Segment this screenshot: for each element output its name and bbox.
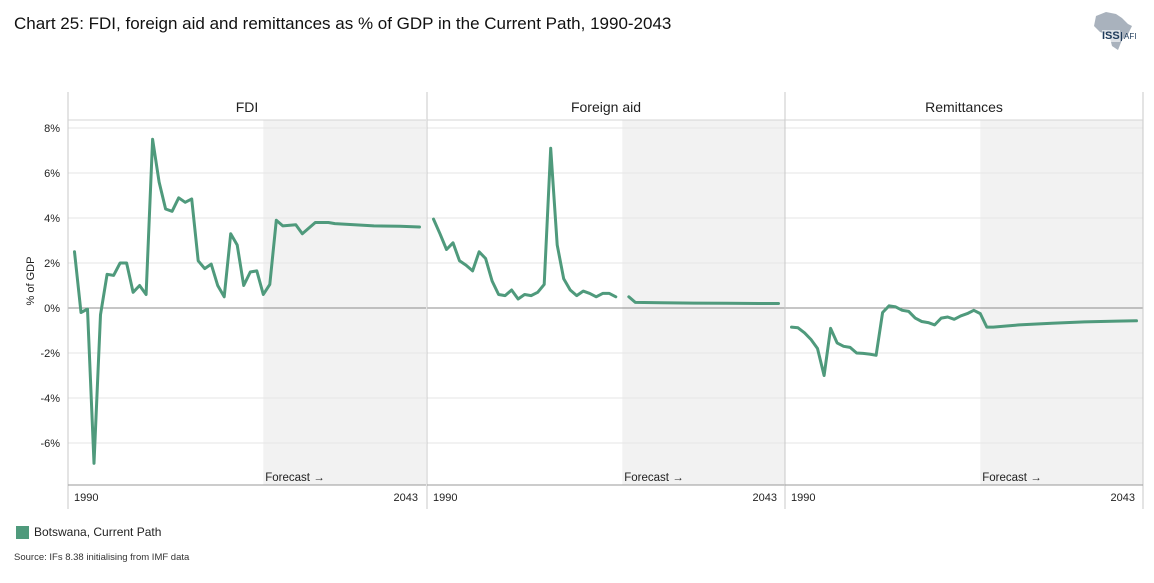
chart-title: Chart 25: FDI, foreign aid and remittanc… [14,14,672,33]
x-tick-label: 2043 [1111,492,1135,504]
x-tick-label: 2043 [394,492,418,504]
panel-title: Remittances [925,99,1003,115]
panel-title: FDI [236,99,259,115]
y-tick-label: 0% [44,303,60,315]
legend: Botswana, Current Path [16,525,161,539]
series-line [73,137,421,465]
y-tick-label: 2% [44,258,60,270]
series-line [790,304,1138,377]
forecast-label: Forecast → [265,472,324,484]
x-tick-label: 1990 [791,492,815,504]
y-tick-label: 6% [44,168,60,180]
y-tick-label: -2% [40,348,60,360]
logo-text: ISS [1102,30,1120,42]
y-tick-label: -4% [40,393,60,405]
source-note: Source: IFs 8.38 initialising from IMF d… [14,552,190,563]
panel-title: Foreign aid [571,99,641,115]
forecast-band [980,120,1143,485]
x-tick-label: 2043 [753,492,777,504]
y-axis-label: % of GDP [25,257,37,306]
series-line [627,295,780,305]
x-tick-label: 1990 [74,492,98,504]
forecast-label: Forecast → [982,472,1041,484]
y-tick-label: 8% [44,123,60,135]
y-tick-label: -6% [40,438,60,450]
x-tick-label: 1990 [433,492,457,504]
series-line [432,146,618,301]
legend-label: Botswana, Current Path [34,525,162,539]
forecast-band [263,120,426,485]
logo-subtext: AFI [1121,32,1136,41]
legend-swatch [16,525,29,539]
iss-afi-logo: ISS AFI [1088,10,1138,52]
y-tick-label: 4% [44,213,60,225]
forecast-label: Forecast → [624,472,683,484]
